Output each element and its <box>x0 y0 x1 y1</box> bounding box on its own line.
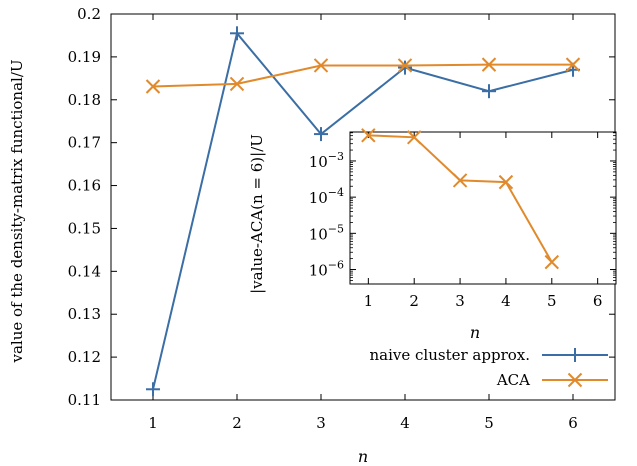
inset-data-point-aca <box>406 130 422 145</box>
data-point-naive <box>314 127 328 142</box>
data-point-aca-d2 <box>313 58 329 73</box>
main-y-tick-label: 0.2 <box>77 5 101 23</box>
data-point-naive <box>482 84 496 99</box>
inset-y-tick-label: 10−5 <box>309 222 344 243</box>
inset-data-point-aca <box>452 173 468 188</box>
legend-marker-aca-d2 <box>567 372 583 388</box>
inset-data-point-aca-d2 <box>361 128 376 143</box>
data-point-aca <box>145 79 161 94</box>
data-point-aca <box>229 76 245 92</box>
inset-data-point-aca <box>544 254 560 270</box>
data-point-naive <box>146 382 160 397</box>
inset-data-point-aca <box>498 174 514 190</box>
inset-x-tick-label: 4 <box>501 292 511 310</box>
main-y-tick-label: 0.13 <box>68 305 101 323</box>
legend-label-naive: naive cluster approx. <box>370 346 531 364</box>
inset-data-point-aca-d2 <box>406 130 422 145</box>
inset-data-point-aca-d2 <box>544 254 560 270</box>
main-y-tick-label: 0.17 <box>68 134 101 152</box>
data-point-aca <box>313 58 329 73</box>
inset-x-tick-label: 1 <box>364 292 374 310</box>
data-point-naive <box>230 26 244 41</box>
data-point-aca-d2 <box>397 58 413 73</box>
main-y-tick-label: 0.12 <box>68 348 101 366</box>
inset-x-tick-label: 5 <box>547 292 557 310</box>
main-x-tick-label: 1 <box>148 414 158 432</box>
main-x-tick-label: 6 <box>568 414 578 432</box>
main-y-tick-label: 0.11 <box>68 391 101 409</box>
inset-chart: 1 2 3 4 5 6 10−3 10−4 10−5 10−6 n |value-ACA(n = 6)… <box>248 128 617 342</box>
data-point-aca <box>397 58 413 73</box>
data-point-aca-d2 <box>481 57 497 72</box>
data-point-aca-d2 <box>565 57 581 72</box>
inset-y-axis-label: |value-ACA(n = 6)|/U <box>248 134 266 294</box>
inset-plot-frame <box>349 131 617 285</box>
inset-x-tick-label: 3 <box>455 292 465 310</box>
data-point-aca <box>565 57 581 72</box>
inset-x-tick-label: 6 <box>593 292 603 310</box>
series-line-naive <box>152 31 574 390</box>
inset-data-point-aca <box>361 128 376 143</box>
inset-x-axis-label: n <box>470 323 480 342</box>
main-y-tick-label: 0.16 <box>68 177 101 195</box>
data-point-naive <box>398 60 412 75</box>
inset-y-tick-label: 10−4 <box>309 186 344 207</box>
inset-y-tick-label: 10−3 <box>309 150 344 171</box>
inset-y-tick-label: 10−6 <box>309 259 344 280</box>
main-y-tick-label: 0.14 <box>68 262 101 280</box>
main-y-axis-label: value of the density-matrix functional/U <box>8 59 26 363</box>
inset-x-tick-label: 2 <box>409 292 419 310</box>
main-x-tick-label: 4 <box>400 414 410 432</box>
main-x-tick-label: 2 <box>232 414 242 432</box>
main-x-axis-label: n <box>358 447 368 466</box>
data-point-aca-d2 <box>145 79 161 94</box>
series-line-aca <box>152 63 573 88</box>
main-y-tick-label: 0.19 <box>68 48 101 66</box>
legend-marker-naive <box>568 348 582 362</box>
main-x-tick-label: 5 <box>484 414 494 432</box>
legend-label-aca: ACA <box>496 371 530 389</box>
inset-data-point-aca-d2 <box>498 174 514 190</box>
inset-data-point-aca-d2 <box>452 173 468 188</box>
main-y-tick-label: 0.18 <box>68 91 101 109</box>
main-chart: 1 2 3 4 5 6 0.11 0.12 0.13 0.14 0.15 0.16 0.17 0.18 0.… <box>8 5 616 466</box>
main-y-tick-label: 0.15 <box>68 219 101 237</box>
main-x-tick-label: 3 <box>316 414 326 432</box>
data-point-aca-d2 <box>229 76 245 92</box>
legend-marker-aca <box>567 372 583 388</box>
data-point-aca <box>481 57 497 72</box>
legend: naive cluster approx. ACA <box>370 346 608 389</box>
